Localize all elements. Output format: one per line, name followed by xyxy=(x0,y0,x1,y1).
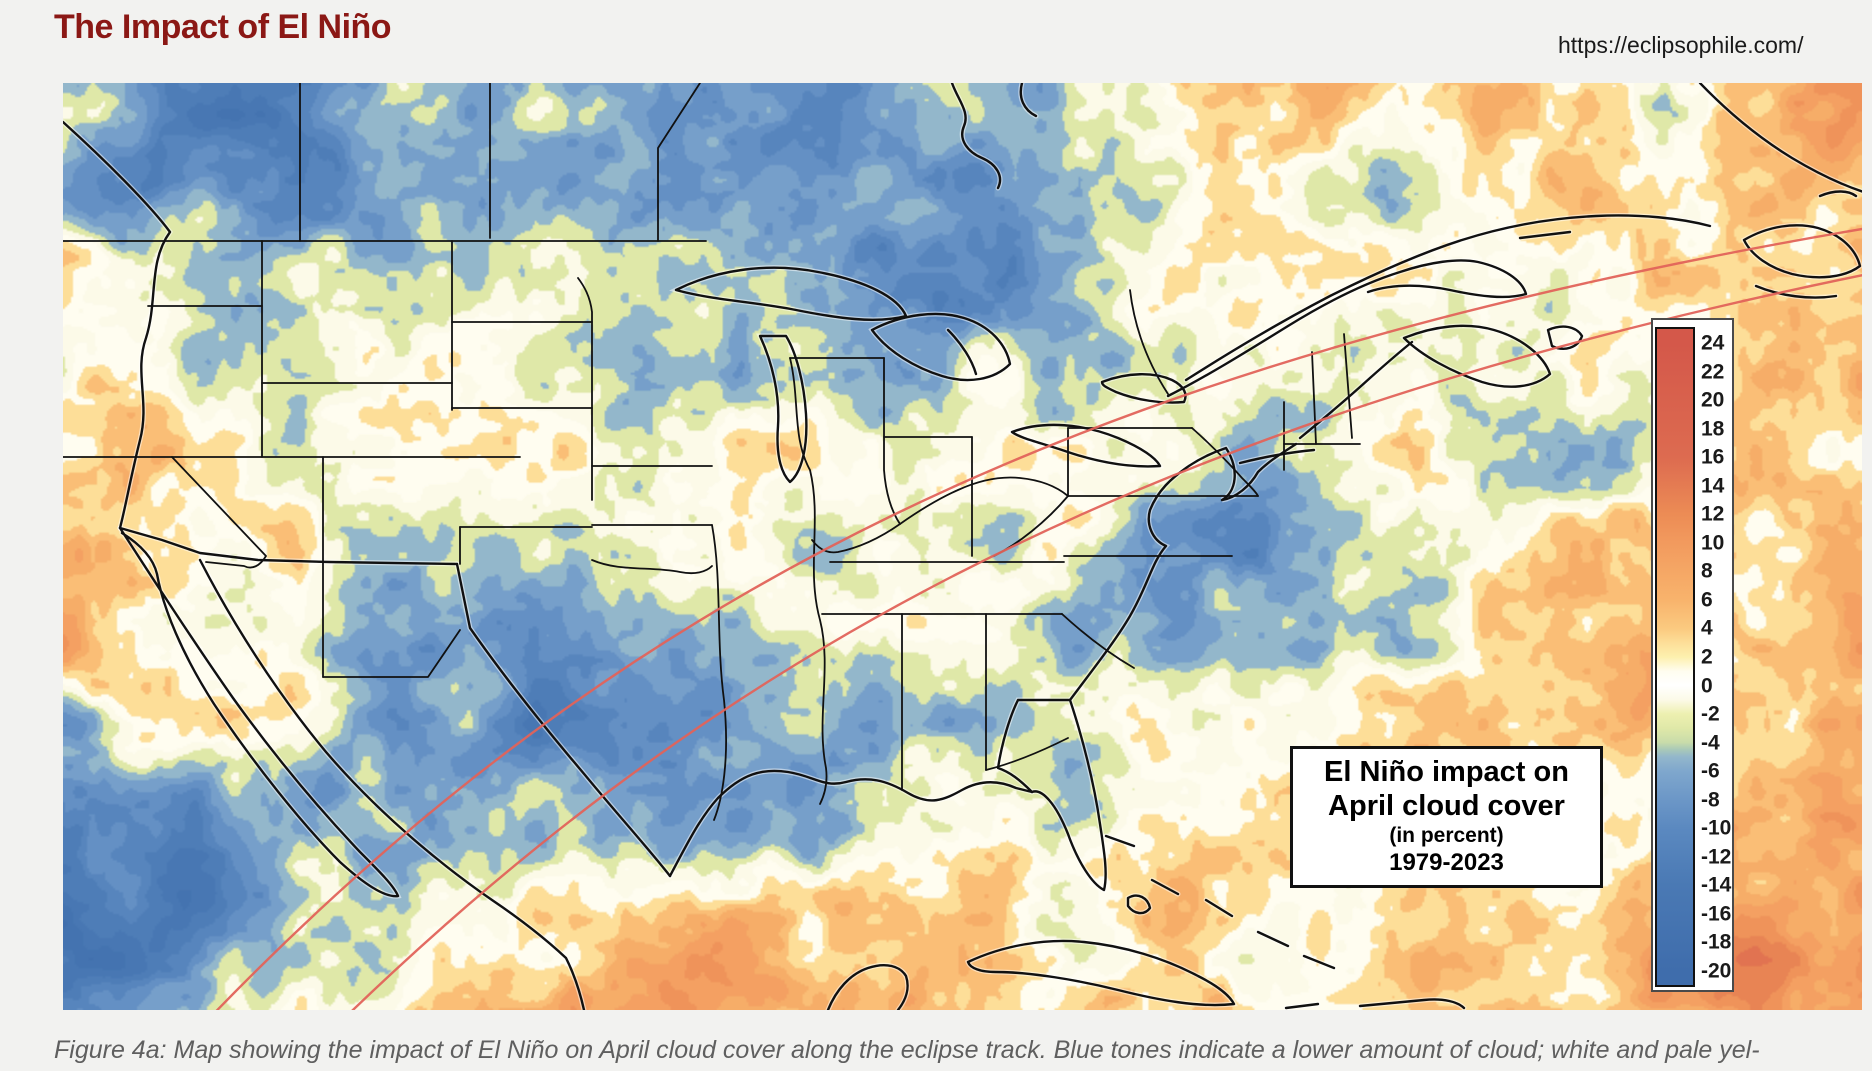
info-line-2: April cloud cover xyxy=(1328,790,1565,822)
eclipse-track-line xyxy=(351,274,1862,1010)
coastline-path xyxy=(1818,190,1858,198)
info-line-3: (in percent) xyxy=(1389,824,1504,847)
map-info-box: El Niño impact on April cloud cover (in … xyxy=(1290,746,1603,888)
colorbar-tick-label: -18 xyxy=(1701,930,1732,954)
site-url: https://eclipsophile.com/ xyxy=(1558,32,1804,58)
coastline-path xyxy=(1019,83,1038,118)
colorbar-tick-label: -20 xyxy=(1701,959,1732,983)
colorbar-legend: 24 22 20 18 16 14 12 10 8 6 4 2 0 -2 -4 -6 -8 -10 -12 -14 -1… xyxy=(1651,318,1734,992)
colorbar-tick-label: 0 xyxy=(1701,674,1713,698)
coastline-ink xyxy=(63,83,1862,1010)
colorbar-tick-label: -16 xyxy=(1701,902,1732,926)
coastline-path xyxy=(1754,284,1838,299)
coastline-path xyxy=(1100,373,1187,404)
coastline-path xyxy=(1068,442,1298,702)
state-border-path xyxy=(1343,333,1353,439)
coastline-path xyxy=(674,266,908,321)
coastline-path xyxy=(198,558,586,1010)
coastline-path xyxy=(1518,230,1572,240)
colorbar-tick-label: -2 xyxy=(1701,702,1720,726)
colorbar-tick-label: -12 xyxy=(1701,845,1732,869)
colorbar-tick-label: 2 xyxy=(1701,645,1713,669)
state-border-path xyxy=(1061,613,1135,669)
coastline-path xyxy=(966,939,1236,1007)
colorbar-tick-label: -4 xyxy=(1701,731,1720,755)
coastline-path xyxy=(1104,834,1336,970)
colorbar-tick-label: 10 xyxy=(1701,531,1725,555)
coastline-halo-path xyxy=(1183,212,1713,383)
coastline-path xyxy=(758,334,808,484)
state-border-path xyxy=(171,456,267,569)
state-border-path xyxy=(591,559,713,575)
colorbar-tick-label: 18 xyxy=(1701,417,1725,441)
coastline-halo-path xyxy=(945,327,979,377)
colorbar-tick-label: 12 xyxy=(1701,502,1725,526)
coastline-path xyxy=(455,562,672,878)
coastline-path xyxy=(63,120,172,530)
coastline-path xyxy=(1698,83,1862,193)
coastline-halo-path xyxy=(197,557,587,1010)
coastline-halo-path xyxy=(1067,441,1299,703)
colorbar-tick-label: 16 xyxy=(1701,445,1725,469)
coastline-path xyxy=(946,328,978,376)
coastline-path xyxy=(1298,340,1414,440)
state-border-path xyxy=(789,357,828,805)
state-border-path xyxy=(1191,427,1259,497)
coastline-path xyxy=(1126,894,1152,915)
coastline-path xyxy=(950,83,1002,190)
info-line-4: 1979-2023 xyxy=(1389,849,1504,876)
colorbar-tick-label: 6 xyxy=(1701,588,1713,612)
coastline-path xyxy=(996,698,1107,892)
coastline-path xyxy=(118,526,400,898)
eclipse-track xyxy=(215,227,1862,1010)
coastline-halo-path xyxy=(667,768,1035,879)
coastline-path xyxy=(870,312,1012,382)
colorbar-tick-label: -14 xyxy=(1701,873,1732,897)
colorbar-tick-label: -10 xyxy=(1701,816,1732,840)
state-border-path xyxy=(985,737,1069,771)
state-border-path xyxy=(811,523,901,554)
colorbar-tick-label: 24 xyxy=(1701,331,1725,355)
coastline-path xyxy=(118,526,459,566)
state-border-path xyxy=(1311,351,1317,445)
state-borders xyxy=(63,83,1361,821)
colorbar-gradient xyxy=(1655,327,1695,987)
coastline-path xyxy=(1402,324,1552,388)
info-line-1: El Niño impact on xyxy=(1324,756,1569,788)
coastline-path xyxy=(1166,259,1528,398)
coastline-path xyxy=(826,964,909,1010)
coastline-halo-path xyxy=(1697,83,1862,195)
state-border-path xyxy=(1129,289,1169,395)
coastline-path xyxy=(1742,224,1862,279)
page-title: The Impact of El Niño xyxy=(54,8,392,46)
coastline-path xyxy=(1284,998,1466,1010)
figure-caption: Figure 4a: Map showing the impact of El … xyxy=(54,1036,1760,1064)
eclipse-track-line xyxy=(215,227,1862,1010)
coastline-path xyxy=(668,769,1034,878)
state-border-path xyxy=(883,357,901,525)
map-borders-overlay xyxy=(63,83,1862,1010)
coastline-halo-path xyxy=(63,119,174,531)
coastline-halo-path xyxy=(868,311,1013,383)
colorbar-tick-label: -8 xyxy=(1701,788,1720,812)
colorbar-tick-label: 22 xyxy=(1701,360,1725,384)
coastline-path xyxy=(1184,214,1712,382)
colorbar-tick-label: 14 xyxy=(1701,474,1725,498)
colorbar-tick-label: 8 xyxy=(1701,559,1713,583)
state-border-path xyxy=(657,83,701,242)
coastline-path xyxy=(1238,448,1316,465)
state-border-path xyxy=(577,277,593,501)
coastline-halo-path xyxy=(454,561,673,879)
colorbar-tick-label: 4 xyxy=(1701,616,1713,640)
coastline-halo-path xyxy=(995,697,1109,894)
state-border-path xyxy=(711,524,727,821)
colorbar-tick-label: 20 xyxy=(1701,388,1725,412)
coastline-halo-path xyxy=(117,525,402,899)
coastline-halo-path xyxy=(117,525,460,567)
cloud-cover-anomaly-map: El Niño impact on April cloud cover (in … xyxy=(63,83,1862,1010)
colorbar-tick-label: -6 xyxy=(1701,759,1720,783)
state-border-path xyxy=(322,629,461,678)
state-border-path xyxy=(899,476,1069,525)
